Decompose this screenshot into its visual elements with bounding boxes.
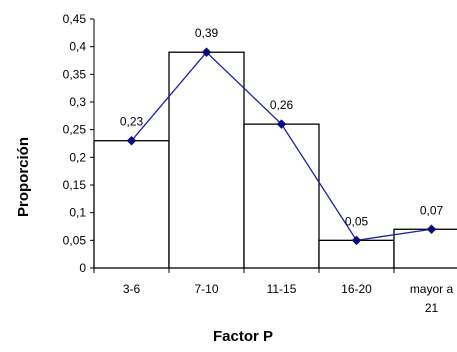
x-tick-label: 3-6 <box>123 282 141 296</box>
x-axis-title: Factor P <box>213 328 273 345</box>
line-marker-4 <box>426 224 437 235</box>
y-tick-label: 0,1 <box>69 206 86 220</box>
line-marker-3 <box>351 235 362 246</box>
line-marker-2 <box>276 119 287 129</box>
y-tick-label: 0,25 <box>63 123 87 137</box>
data-label-1: 0,39 <box>195 26 219 40</box>
axes-layer: 0 0,05 0,1 0,15 0,2 0,25 0,3 0,35 0,4 0,45 3-6 7-10… <box>63 12 457 315</box>
bar-0 <box>93 140 170 269</box>
x-tick-label: 21 <box>425 301 439 315</box>
y-tick-label: 0,05 <box>63 233 87 247</box>
y-axis-title: Proporción <box>15 137 32 217</box>
data-label-4: 0,07 <box>420 203 444 217</box>
bar-2 <box>243 123 320 269</box>
y-tick-label: 0,2 <box>69 150 86 164</box>
y-tick-label: 0,35 <box>63 67 87 81</box>
y-tick-label: 0,45 <box>63 12 87 26</box>
x-tick-label: 16-20 <box>341 282 372 296</box>
y-tick-label: 0,4 <box>69 40 86 54</box>
bars-layer <box>93 51 457 269</box>
labels-layer: 0,23 0,39 0,26 0,05 0,07 <box>120 26 444 228</box>
line-marker-0 <box>126 135 137 146</box>
data-label-2: 0,26 <box>270 98 294 112</box>
y-tick-label: 0,15 <box>63 178 87 192</box>
data-label-0: 0,23 <box>120 115 144 129</box>
data-label-3: 0,05 <box>345 214 369 228</box>
x-tick-label: mayor a <box>410 282 454 296</box>
bar-4 <box>393 228 457 269</box>
line-marker-1 <box>201 47 212 58</box>
y-tick-label: 0 <box>79 261 86 275</box>
x-tick-label: 11-15 <box>267 282 297 296</box>
bar-1 <box>168 51 245 269</box>
line-layer <box>126 47 437 246</box>
y-tick-label: 0,3 <box>69 95 86 109</box>
x-tick-label: 7-10 <box>194 282 218 296</box>
